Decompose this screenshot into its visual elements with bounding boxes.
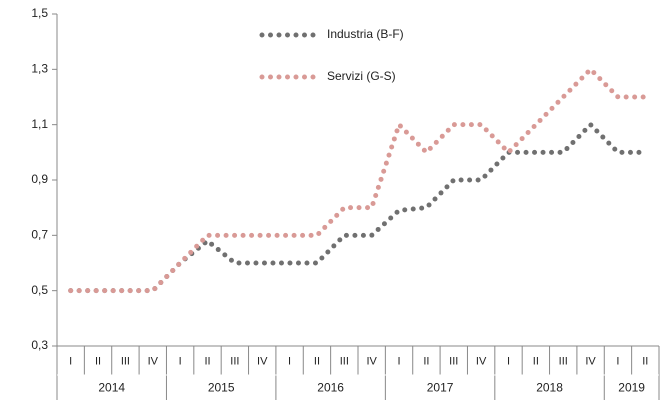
x-tick-label: IV xyxy=(257,355,268,367)
x-tick-label: II xyxy=(204,355,210,367)
x-tick-label: IV xyxy=(148,355,159,367)
year-label: 2015 xyxy=(208,381,235,395)
y-tick-label: 0,5 xyxy=(31,283,48,297)
year-label: 2018 xyxy=(536,381,563,395)
x-tick-label: I xyxy=(398,355,401,367)
x-tick-label: III xyxy=(230,355,239,367)
x-tick-label: III xyxy=(449,355,458,367)
x-tick-label: II xyxy=(642,355,648,367)
x-tick-label: I xyxy=(179,355,182,367)
x-tick-label: I xyxy=(288,355,291,367)
x-tick-label: III xyxy=(121,355,130,367)
x-tick-label: III xyxy=(340,355,349,367)
y-tick-label: 1,3 xyxy=(31,62,48,76)
y-tick-label: 1,5 xyxy=(31,6,48,20)
x-tick-label: I xyxy=(507,355,510,367)
legend-label: Servizi (G-S) xyxy=(327,69,396,83)
x-tick-label: II xyxy=(533,355,539,367)
x-tick-label: III xyxy=(559,355,568,367)
year-label: 2017 xyxy=(427,381,454,395)
legend-label: Industria (B-F) xyxy=(327,27,404,41)
x-tick-label: IV xyxy=(366,355,377,367)
year-label: 2019 xyxy=(618,381,645,395)
x-tick-label: II xyxy=(314,355,320,367)
y-tick-label: 0,7 xyxy=(31,228,48,242)
x-tick-label: II xyxy=(423,355,429,367)
series-line xyxy=(68,65,648,294)
y-tick-label: 0,9 xyxy=(31,172,48,186)
y-tick-label: 0,3 xyxy=(31,338,48,352)
year-label: 2014 xyxy=(98,381,125,395)
x-tick-label: IV xyxy=(476,355,487,367)
x-tick-label: I xyxy=(69,355,72,367)
y-tick-label: 1,1 xyxy=(31,117,48,131)
year-label: 2016 xyxy=(317,381,344,395)
x-tick-label: II xyxy=(95,355,101,367)
x-tick-label: IV xyxy=(585,355,596,367)
x-tick-label: I xyxy=(616,355,619,367)
